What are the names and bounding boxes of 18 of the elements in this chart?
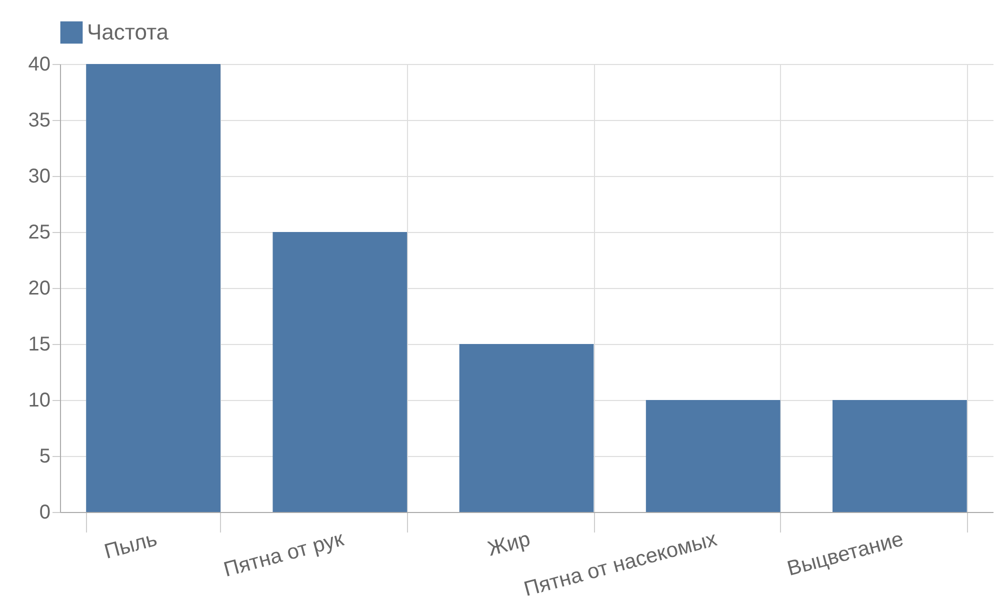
y-tick-label: 5: [39, 446, 50, 468]
x-tick-label: Пыль: [102, 528, 160, 564]
bar: [646, 400, 780, 512]
y-tick-label: 20: [28, 278, 50, 300]
bar: [86, 64, 220, 512]
x-tick-label: Жир: [485, 528, 533, 561]
bar: [272, 232, 408, 512]
y-tick-label: 40: [28, 54, 50, 76]
x-tick-label: Пятна от рук: [221, 527, 347, 582]
y-tick-label: 10: [28, 390, 50, 412]
bar: [459, 344, 594, 512]
y-tick-label: 15: [28, 334, 50, 356]
y-tick-label: 0: [39, 502, 50, 524]
legend-label: Частота: [87, 20, 170, 44]
y-tick-label: 30: [28, 166, 50, 188]
bar: [832, 400, 967, 512]
y-tick-label: 25: [28, 222, 50, 244]
y-tick-label: 35: [28, 110, 50, 132]
